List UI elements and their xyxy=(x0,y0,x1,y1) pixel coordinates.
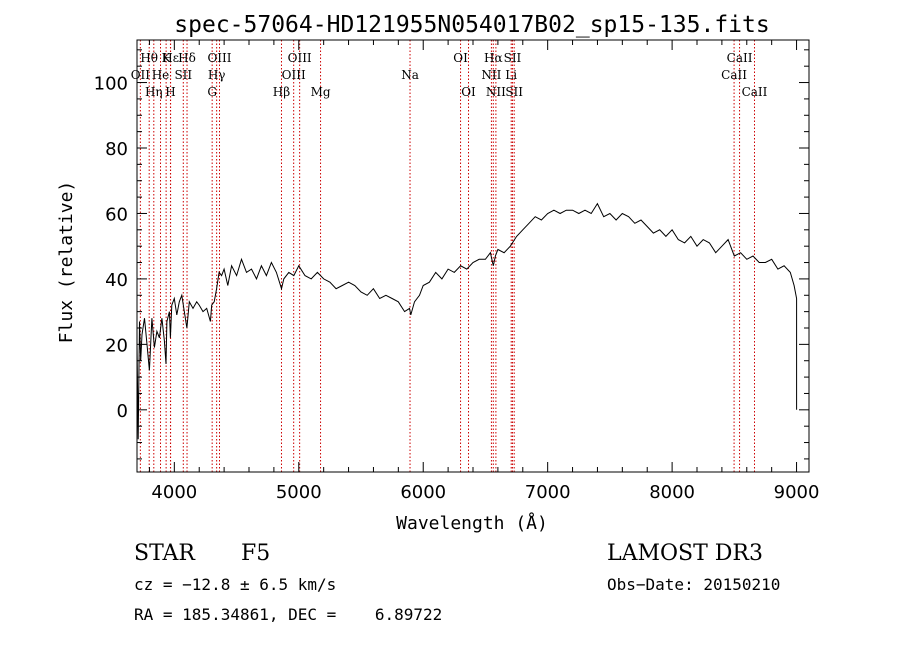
line-marker-label: K xyxy=(162,51,172,65)
x-tick-label: 4000 xyxy=(151,482,197,503)
line-marker-label: Hδ xyxy=(178,51,196,65)
emission-line-labels: OII Hθ Hη He K H Hε Hδ SII OIII Hγ G Hβ OIII OIII Mg Na O… xyxy=(131,51,768,99)
x-tick-label: 5000 xyxy=(276,482,322,503)
line-marker-label: Li xyxy=(505,68,517,82)
x-tick-label: 8000 xyxy=(649,482,695,503)
line-marker-label: Hθ xyxy=(140,51,158,65)
line-marker-label: CaII xyxy=(721,68,747,82)
y-axis-label: Flux (relative) xyxy=(56,181,77,344)
line-marker-label: G xyxy=(207,85,217,99)
line-marker-label: OIII xyxy=(288,51,312,65)
y-tick-label: 100 xyxy=(94,74,128,95)
line-marker-label: OI xyxy=(461,85,476,99)
coordinates: RA = 185.34861, DEC = 6.89722 xyxy=(134,605,442,624)
line-marker-label: OI xyxy=(453,51,468,65)
observation-date: Obs−Date: 20150210 xyxy=(607,575,780,594)
chart-title: spec-57064-HD121955N054017B02_sp15-135.f… xyxy=(174,12,769,38)
line-marker-label: CaII xyxy=(727,51,753,65)
line-marker-label: SII xyxy=(174,68,192,82)
spectrum-series-line xyxy=(136,202,798,440)
y-axis-ticks: 0 20 40 60 80 100 xyxy=(94,49,809,460)
line-marker-label: Na xyxy=(401,68,419,82)
y-tick-label: 60 xyxy=(105,204,128,225)
y-tick-label: 40 xyxy=(105,270,128,291)
y-tick-label: 0 xyxy=(117,401,128,422)
x-tick-label: 6000 xyxy=(400,482,446,503)
y-tick-label: 80 xyxy=(105,139,128,160)
x-tick-label: 7000 xyxy=(525,482,571,503)
redshift-info: cz = −12.8 ± 6.5 km/s xyxy=(134,575,336,594)
line-marker-label: SII xyxy=(505,85,523,99)
x-tick-label: 9000 xyxy=(774,482,820,503)
line-marker-label: CaII xyxy=(742,85,768,99)
x-axis-ticks: 4000 5000 6000 7000 8000 9000 xyxy=(148,40,820,503)
line-marker-label: He xyxy=(152,68,170,82)
line-marker-label: NII xyxy=(486,85,506,99)
y-tick-label: 20 xyxy=(105,335,128,356)
object-subclass: F5 xyxy=(241,541,270,566)
line-marker-label: Hη xyxy=(145,85,163,99)
line-marker-label: SII xyxy=(504,51,522,65)
emission-line-markers xyxy=(139,40,755,472)
line-marker-label: OII xyxy=(131,68,151,82)
line-marker-label: OIII xyxy=(207,51,231,65)
survey-name: LAMOST DR3 xyxy=(607,541,763,566)
line-marker-label: H xyxy=(165,85,175,99)
line-marker-label: Hε xyxy=(162,51,179,65)
line-marker-label: Mg xyxy=(311,85,331,99)
x-axis-label: Wavelength (Å) xyxy=(396,512,548,534)
line-marker-label: NII xyxy=(481,68,501,82)
plot-frame xyxy=(136,39,810,473)
line-marker-label: Hβ xyxy=(273,85,290,99)
object-type: STAR xyxy=(134,541,196,566)
line-marker-label: Hγ xyxy=(208,68,226,82)
line-marker-label: OIII xyxy=(282,68,306,82)
line-marker-label: Hα xyxy=(484,51,503,65)
